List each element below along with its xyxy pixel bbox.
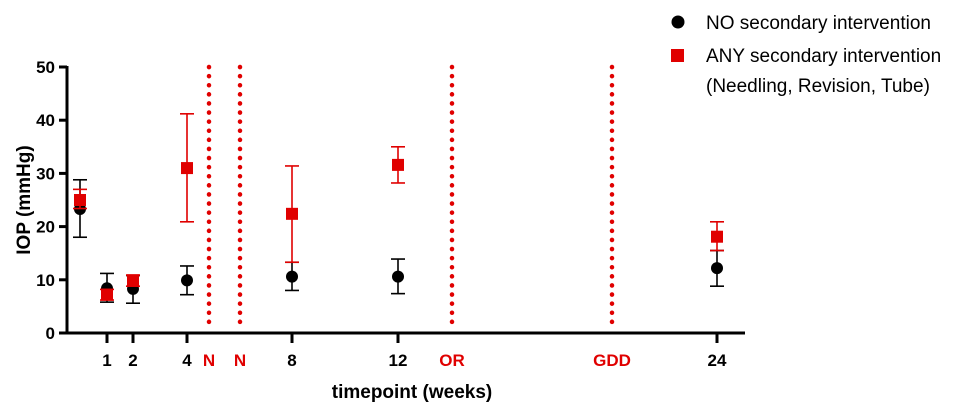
y-tick-label: 50: [36, 58, 55, 77]
y-tick-label: 20: [36, 218, 55, 237]
y-tick-label: 10: [36, 271, 55, 290]
x-tick-label: 1: [102, 351, 111, 370]
event-marker-label: OR: [439, 351, 465, 370]
data-point: [711, 230, 723, 243]
x-tick-label: 24: [708, 351, 727, 370]
series-any-intervention: [73, 113, 724, 301]
legend-marker-no-intervention: [671, 15, 685, 29]
data-point: [286, 207, 298, 220]
x-tick-label: 2: [128, 351, 137, 370]
data-point: [711, 262, 723, 275]
data-point: [181, 274, 193, 287]
series-no-intervention: [73, 178, 724, 305]
event-marker-label: N: [234, 351, 246, 370]
legend-label-any-intervention-detail: (Needling, Revision, Tube): [706, 76, 930, 97]
y-tick-label: 30: [36, 164, 55, 183]
x-tick-label: 4: [182, 351, 192, 370]
data-point: [127, 274, 139, 287]
data-point: [286, 270, 298, 283]
x-axis-title: timepoint (weeks): [332, 382, 492, 403]
data-point: [181, 162, 193, 175]
y-tick-label: 0: [46, 324, 55, 343]
data-point: [392, 158, 404, 171]
data-point: [74, 194, 86, 206]
legend-marker-any-intervention: [671, 49, 684, 62]
legend-label-any-intervention: ANY secondary intervention: [706, 46, 941, 67]
plot-area: [73, 113, 724, 305]
event-markers: N N OR GDD: [203, 64, 631, 370]
data-point: [392, 270, 404, 283]
event-marker-label: N: [203, 351, 215, 370]
event-marker-label: GDD: [593, 351, 631, 370]
x-tick-label: 12: [389, 351, 408, 370]
legend: NO secondary intervention ANY secondary …: [671, 13, 941, 97]
y-tick-label: 40: [36, 111, 55, 130]
legend-label-no-intervention: NO secondary intervention: [706, 13, 931, 34]
x-tick-label: 8: [287, 351, 296, 370]
data-point: [101, 288, 113, 301]
y-axis-title: IOP (mmHg): [14, 145, 35, 254]
